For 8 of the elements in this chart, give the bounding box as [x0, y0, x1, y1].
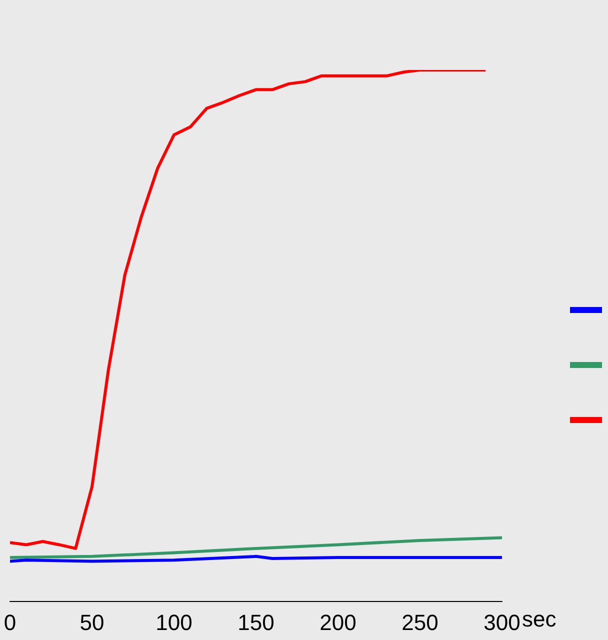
x-tick-label: 100	[156, 610, 192, 635]
x-tick-label: 200	[320, 610, 356, 635]
x-axis-title: sec	[522, 606, 556, 632]
x-tick-label: 50	[80, 610, 104, 635]
x-tick-label: 150	[238, 610, 274, 635]
x-tick-label: 250	[402, 610, 438, 635]
x-tick-label: 300	[484, 610, 520, 635]
x-tick-label: 0	[4, 610, 16, 635]
